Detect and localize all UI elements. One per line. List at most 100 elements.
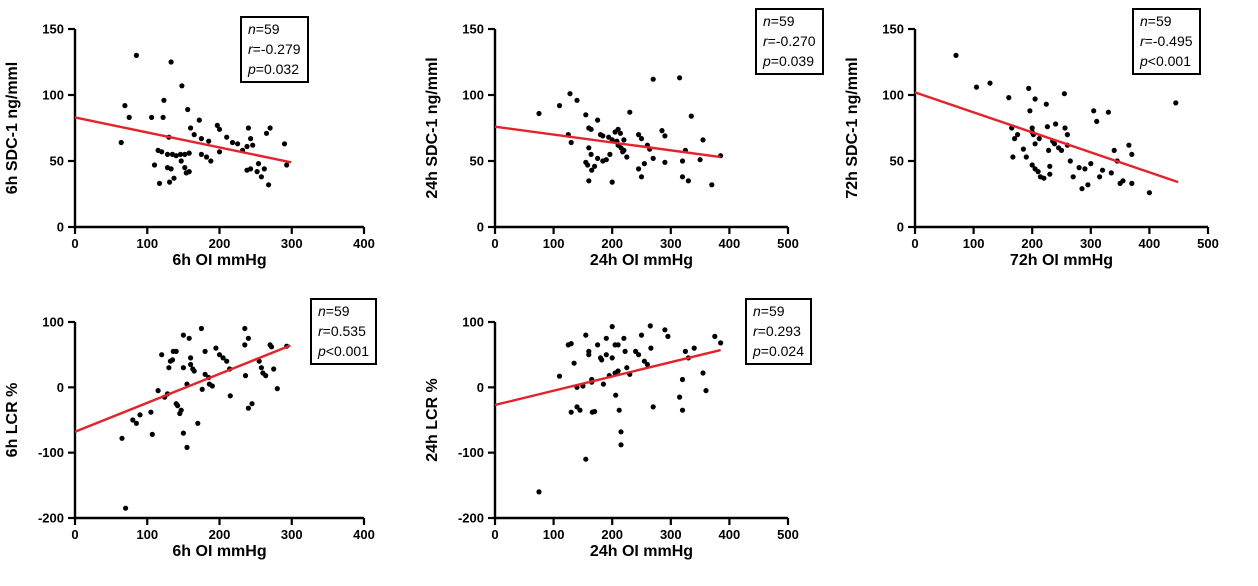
stats-box-6h-lcr: n=59 r=0.535 p<0.001 bbox=[310, 298, 378, 365]
x-tick-label: 500 bbox=[1197, 236, 1219, 251]
plot-canvas-24h-lcr: -200 -100 0 100 0 100 200 300 400 500 24h OI mmHg 2… bbox=[424, 315, 799, 561]
stat-value-r: =-0.270 bbox=[767, 33, 816, 49]
y-tick-label: 100 bbox=[462, 315, 484, 330]
y-tick-label: 0 bbox=[477, 220, 484, 235]
data-point bbox=[1099, 167, 1106, 173]
stat-line-r: r=-0.495 bbox=[1140, 31, 1193, 51]
data-point bbox=[622, 348, 628, 354]
data-point bbox=[703, 388, 709, 394]
data-point bbox=[248, 136, 254, 142]
data-point bbox=[987, 80, 993, 86]
x-axis-title: 72h OI mmHg bbox=[1010, 252, 1113, 269]
x-tick-label: 100 bbox=[543, 236, 565, 251]
data-point bbox=[712, 333, 718, 339]
data-point bbox=[1041, 175, 1047, 181]
data-point bbox=[258, 365, 264, 371]
x-tick-label: 300 bbox=[660, 527, 682, 542]
data-point bbox=[615, 342, 621, 348]
data-point bbox=[159, 149, 165, 155]
x-tick-label: 500 bbox=[777, 527, 799, 542]
x-tick-label: 100 bbox=[963, 236, 985, 251]
x-tick-label: 100 bbox=[136, 236, 158, 251]
data-point bbox=[137, 412, 143, 418]
x-tick-label: 200 bbox=[1021, 236, 1043, 251]
data-point bbox=[206, 138, 212, 144]
data-point bbox=[586, 352, 592, 358]
stat-var-r: r bbox=[1140, 33, 1145, 49]
data-point bbox=[1047, 171, 1053, 177]
x-tick-label: 400 bbox=[719, 527, 741, 542]
trend-line bbox=[914, 91, 1179, 184]
data-point bbox=[255, 161, 262, 167]
y-tick-label: 100 bbox=[42, 88, 64, 103]
data-point bbox=[583, 112, 589, 118]
data-point bbox=[249, 401, 255, 407]
x-tick-label: 0 bbox=[71, 236, 78, 251]
data-point bbox=[224, 358, 230, 364]
data-point bbox=[1076, 165, 1082, 171]
x-tick-label: 0 bbox=[491, 527, 498, 542]
data-point bbox=[700, 137, 706, 143]
y-axis-title: 24h SDC-1 ng/mml bbox=[424, 57, 441, 198]
data-point bbox=[607, 151, 613, 157]
data-point bbox=[1111, 147, 1117, 153]
data-point bbox=[1058, 147, 1065, 153]
data-point bbox=[256, 358, 262, 364]
x-tick-label: 300 bbox=[660, 236, 682, 251]
data-point bbox=[274, 386, 280, 392]
data-point bbox=[266, 182, 272, 188]
data-point bbox=[618, 429, 624, 435]
x-axis-title: 24h OI mmHg bbox=[590, 252, 693, 269]
data-point bbox=[202, 371, 208, 377]
x-tick-label: 100 bbox=[543, 527, 565, 542]
data-point bbox=[616, 407, 622, 413]
data-point bbox=[216, 149, 223, 155]
data-point bbox=[682, 348, 688, 354]
data-point bbox=[718, 340, 724, 346]
stat-var-p: p bbox=[248, 61, 256, 77]
stat-var-p: p bbox=[318, 343, 326, 359]
stat-var-r: r bbox=[248, 41, 253, 57]
data-point bbox=[589, 167, 595, 173]
data-point bbox=[613, 392, 619, 398]
data-point bbox=[588, 151, 594, 157]
stat-line-n: n=59 bbox=[318, 301, 369, 321]
data-point bbox=[268, 344, 275, 350]
data-point bbox=[184, 444, 190, 450]
data-point bbox=[203, 154, 210, 160]
data-point bbox=[284, 162, 290, 168]
data-point bbox=[169, 357, 176, 363]
data-point bbox=[177, 151, 184, 157]
data-point bbox=[1064, 132, 1070, 138]
data-point bbox=[617, 130, 623, 136]
data-point bbox=[263, 373, 269, 379]
stat-var-r: r bbox=[763, 33, 768, 49]
data-point bbox=[173, 348, 179, 354]
data-point bbox=[603, 335, 609, 341]
data-point bbox=[659, 128, 665, 134]
data-point bbox=[242, 342, 248, 348]
y-tick-label: -200 bbox=[38, 511, 64, 526]
data-point bbox=[179, 83, 185, 89]
data-point bbox=[235, 141, 241, 147]
data-point bbox=[244, 143, 250, 150]
data-point bbox=[216, 352, 223, 358]
data-point bbox=[641, 358, 647, 364]
data-point bbox=[615, 368, 621, 374]
data-point bbox=[620, 149, 626, 155]
data-point bbox=[258, 174, 264, 180]
data-point bbox=[621, 137, 627, 143]
data-point bbox=[574, 404, 580, 410]
stat-line-p: p=0.032 bbox=[248, 59, 301, 79]
scatter-plot-24h-sdc1-vs-24h-oi: 0 50 100 150 0 100 200 300 400 500 24h OI mmHg 24h … bbox=[420, 0, 840, 290]
x-axis-title: 6h OI mmHg bbox=[172, 543, 266, 560]
data-point bbox=[118, 139, 124, 146]
data-point bbox=[1067, 158, 1073, 164]
data-point bbox=[186, 335, 192, 341]
data-point bbox=[697, 157, 703, 163]
x-tick-label: 0 bbox=[71, 527, 78, 542]
stat-value-r: =-0.495 bbox=[1144, 33, 1193, 49]
data-point bbox=[133, 420, 139, 426]
data-point bbox=[191, 132, 197, 138]
data-point bbox=[1023, 154, 1029, 160]
